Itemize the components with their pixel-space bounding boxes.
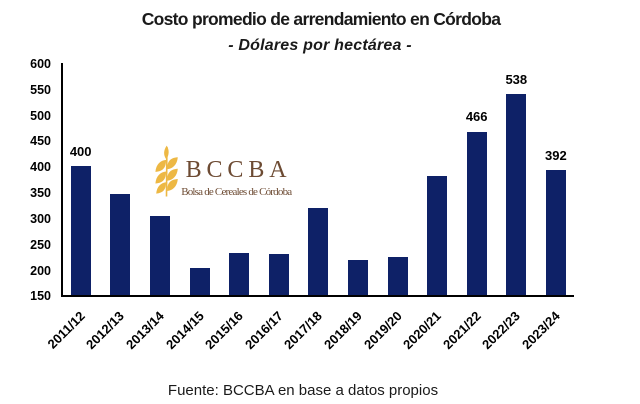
- svg-text:Bolsa de Cereales de Córdoba: Bolsa de Cereales de Córdoba: [181, 186, 292, 198]
- svg-text:BCCBA: BCCBA: [186, 157, 292, 183]
